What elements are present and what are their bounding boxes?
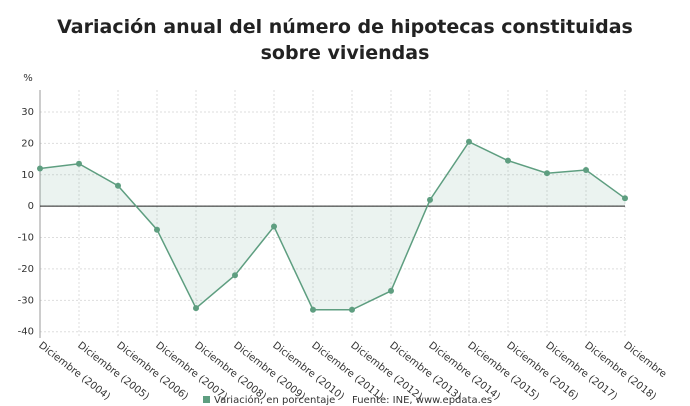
x-tick-label: Diciembre (2018) — [582, 340, 658, 403]
y-tick-label: 20 — [21, 138, 34, 149]
point — [583, 167, 589, 174]
point — [427, 196, 433, 203]
x-tick-label: Diciembre (2016) — [504, 340, 580, 403]
y-tick-label: -40 — [18, 327, 34, 338]
point — [37, 165, 43, 172]
area — [40, 141, 625, 310]
y-tick-label: 0 — [28, 201, 34, 212]
x-tick-label: Diciembre (2008) — [192, 340, 268, 403]
x-tick-label: Diciembre (2012) — [348, 340, 424, 403]
x-tick-label: Diciembre (2017) — [543, 340, 619, 403]
point — [349, 306, 355, 313]
point — [505, 157, 511, 164]
legend-label: Variación, en porcentaje — [214, 394, 335, 406]
legend-swatch — [203, 396, 210, 403]
x-tick-label: Diciembre (2014) — [426, 340, 502, 403]
line — [39, 140, 626, 311]
y-tick-label: -30 — [18, 295, 34, 306]
y-tick-label: 30 — [21, 107, 34, 118]
point — [193, 305, 199, 312]
x-tick-label: Diciembre (2005) — [75, 340, 151, 403]
x-tick-label: Diciembre (2007) — [153, 340, 229, 403]
point — [466, 138, 472, 145]
point — [388, 287, 394, 294]
x-tick-label: Diciembre (2006) — [114, 340, 190, 403]
y-axis-label: % — [23, 73, 33, 84]
point — [76, 160, 82, 167]
x-tick-label: Diciembre (2009) — [231, 340, 307, 403]
source: Fuente: INE, www.epdata.es — [352, 395, 492, 406]
x-tick-label: Diciembre (2004) — [36, 340, 112, 403]
x-tick-label: Diciembre (2011) — [309, 340, 385, 403]
y-tick-label: -20 — [18, 264, 34, 275]
x-tick-label: Diciembre (2013) — [387, 340, 463, 403]
y-tick-label: -10 — [18, 233, 34, 244]
x-tick-label: Diciembre (2015) — [465, 340, 541, 403]
point — [544, 170, 550, 177]
point — [271, 223, 277, 230]
point — [622, 195, 628, 202]
y-tick-label: 10 — [21, 170, 34, 181]
point — [310, 306, 316, 313]
point — [154, 226, 160, 233]
point — [115, 182, 121, 189]
point — [232, 272, 238, 279]
x-tick-label: Diciembre (2010) — [270, 340, 346, 403]
chart-title: Variación anual del número de hipotecas … — [57, 16, 633, 64]
